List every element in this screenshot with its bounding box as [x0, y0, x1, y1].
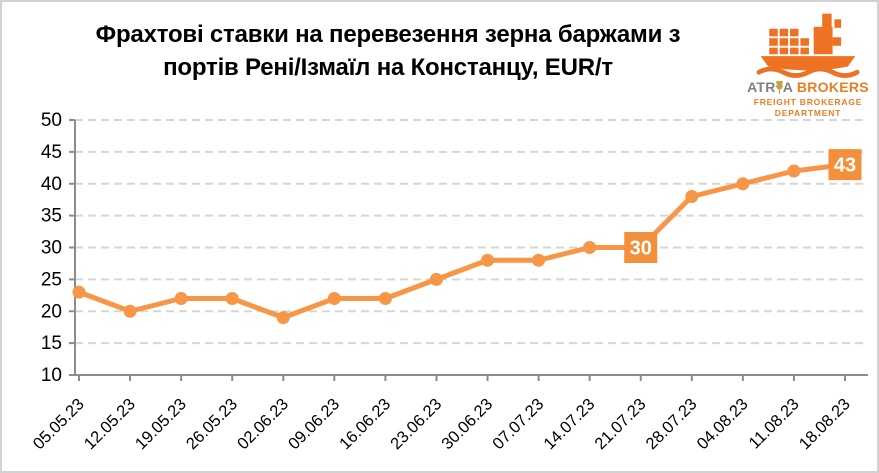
data-line [76, 162, 848, 321]
x-tick-label: 18.08.23 [796, 395, 854, 453]
data-point [787, 164, 801, 178]
data-point [72, 285, 86, 299]
wheat-icon [775, 79, 783, 95]
logo-brand-brokers: BROKERS [796, 79, 869, 95]
data-point [276, 311, 290, 325]
page-title: Фрахтові ставки на перевезення зерна бар… [30, 18, 746, 84]
logo-brand-text: ATR A BROKERS [747, 79, 869, 95]
data-point [174, 292, 188, 305]
x-tick-label: 23.06.23 [387, 395, 445, 453]
data-point [123, 304, 137, 318]
y-tick-label: 20 [41, 301, 62, 322]
data-point [481, 253, 495, 267]
x-tick-label: 02.06.23 [234, 395, 292, 453]
title-line-2: портів Рені/Ізмаїл на Констанцу, EUR/т [163, 54, 613, 81]
data-point [685, 190, 699, 203]
data-label-box [828, 149, 862, 181]
data-point [532, 253, 546, 267]
x-tick-label: 11.08.23 [745, 395, 802, 452]
logo-brand-a: A [782, 79, 793, 95]
logo-brand-atr: ATR [747, 79, 776, 95]
y-tick-label: 35 [41, 206, 62, 227]
x-tick-label: 12.05.23 [81, 395, 139, 453]
data-point [736, 177, 750, 191]
x-tick-label: 21.07.23 [591, 395, 649, 453]
data-label-box [624, 232, 658, 263]
x-tick-label: 07.07.23 [489, 395, 547, 453]
ship-logo-icon [747, 6, 869, 78]
y-tick-label: 30 [41, 238, 62, 259]
x-tick-label: 14.07.23 [540, 395, 598, 453]
data-point [225, 292, 239, 305]
data-point [583, 241, 597, 254]
title-line-1: Фрахтові ставки на перевезення зерна бар… [95, 21, 681, 48]
x-tick-label: 19.05.23 [132, 395, 190, 453]
logo-subtitle-1: FREIGHT BROKERAGE [753, 97, 863, 107]
y-tick-label: 25 [41, 269, 62, 290]
x-tick-label: 28.07.23 [642, 395, 700, 453]
company-logo: ATR A BROKERS FREIGHT BROKERAGE DEPARTMEN… [747, 6, 869, 118]
data-label-value: 43 [834, 155, 856, 177]
data-label-value: 30 [630, 238, 652, 260]
data-point [429, 272, 443, 286]
y-tick-label: 40 [41, 174, 62, 195]
y-tick-label: 10 [41, 365, 62, 386]
y-tick-label: 15 [41, 333, 62, 354]
y-tick-label: 50 [41, 110, 62, 131]
x-tick-label: 30.06.23 [438, 395, 496, 453]
x-tick-label: 16.06.23 [336, 395, 394, 453]
x-tick-label: 05.05.23 [30, 395, 88, 453]
data-point [327, 292, 341, 305]
logo-subtitle-2: DEPARTMENT [774, 108, 842, 118]
x-tick-label: 04.08.23 [694, 395, 752, 453]
x-tick-label: 09.06.23 [285, 395, 343, 453]
y-tick-label: 45 [41, 142, 62, 163]
data-point [378, 292, 392, 305]
x-tick-label: 26.05.23 [183, 395, 241, 453]
